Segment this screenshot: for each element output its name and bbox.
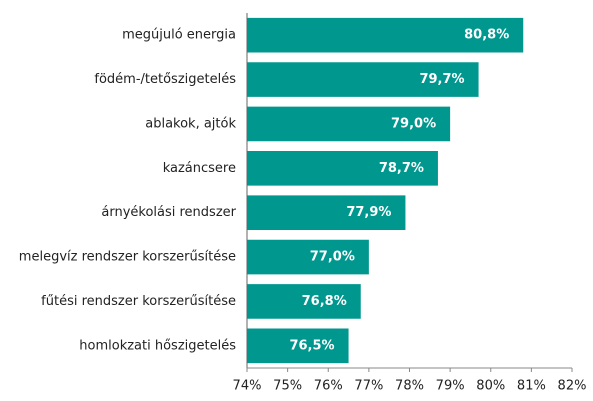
bar — [247, 328, 349, 364]
y-tick-label: födém-/tetőszigetelés — [94, 72, 236, 87]
bar — [247, 195, 406, 230]
value-label: 78,7% — [379, 161, 424, 176]
y-tick-label: homlokzati hőszigetelés — [79, 338, 236, 353]
value-label: 76,5% — [289, 338, 334, 353]
x-tick-label: 77% — [354, 379, 383, 394]
bar — [247, 239, 369, 275]
x-tick-label: 81% — [517, 379, 546, 394]
x-tick-label: 76% — [314, 379, 343, 394]
y-tick-label: árnyékolási rendszer — [101, 205, 236, 220]
bar — [247, 284, 361, 319]
y-tick-label: melegvíz rendszer korszerűsítése — [19, 250, 236, 265]
value-label: 79,7% — [419, 72, 464, 87]
value-label: 76,8% — [302, 294, 347, 309]
y-tick-label: kazáncsere — [163, 161, 236, 176]
bar — [247, 62, 479, 97]
x-tick-label: 82% — [558, 379, 587, 394]
value-label: 77,0% — [310, 250, 355, 265]
y-tick-label: ablakok, ajtók — [145, 116, 236, 131]
x-tick-label: 75% — [273, 379, 302, 394]
y-tick-label: fűtési rendszer korszerűsítése — [41, 294, 236, 309]
value-label: 77,9% — [346, 205, 391, 220]
x-tick-label: 80% — [476, 379, 505, 394]
y-tick-label: megújuló energia — [122, 28, 236, 43]
x-tick-label: 78% — [395, 379, 424, 394]
bar — [247, 151, 438, 186]
value-label: 80,8% — [464, 28, 509, 43]
bar — [247, 17, 524, 53]
x-tick-label: 79% — [436, 379, 465, 394]
x-tick-label: 74% — [233, 379, 262, 394]
bar — [247, 106, 451, 142]
value-label: 79,0% — [391, 116, 436, 131]
